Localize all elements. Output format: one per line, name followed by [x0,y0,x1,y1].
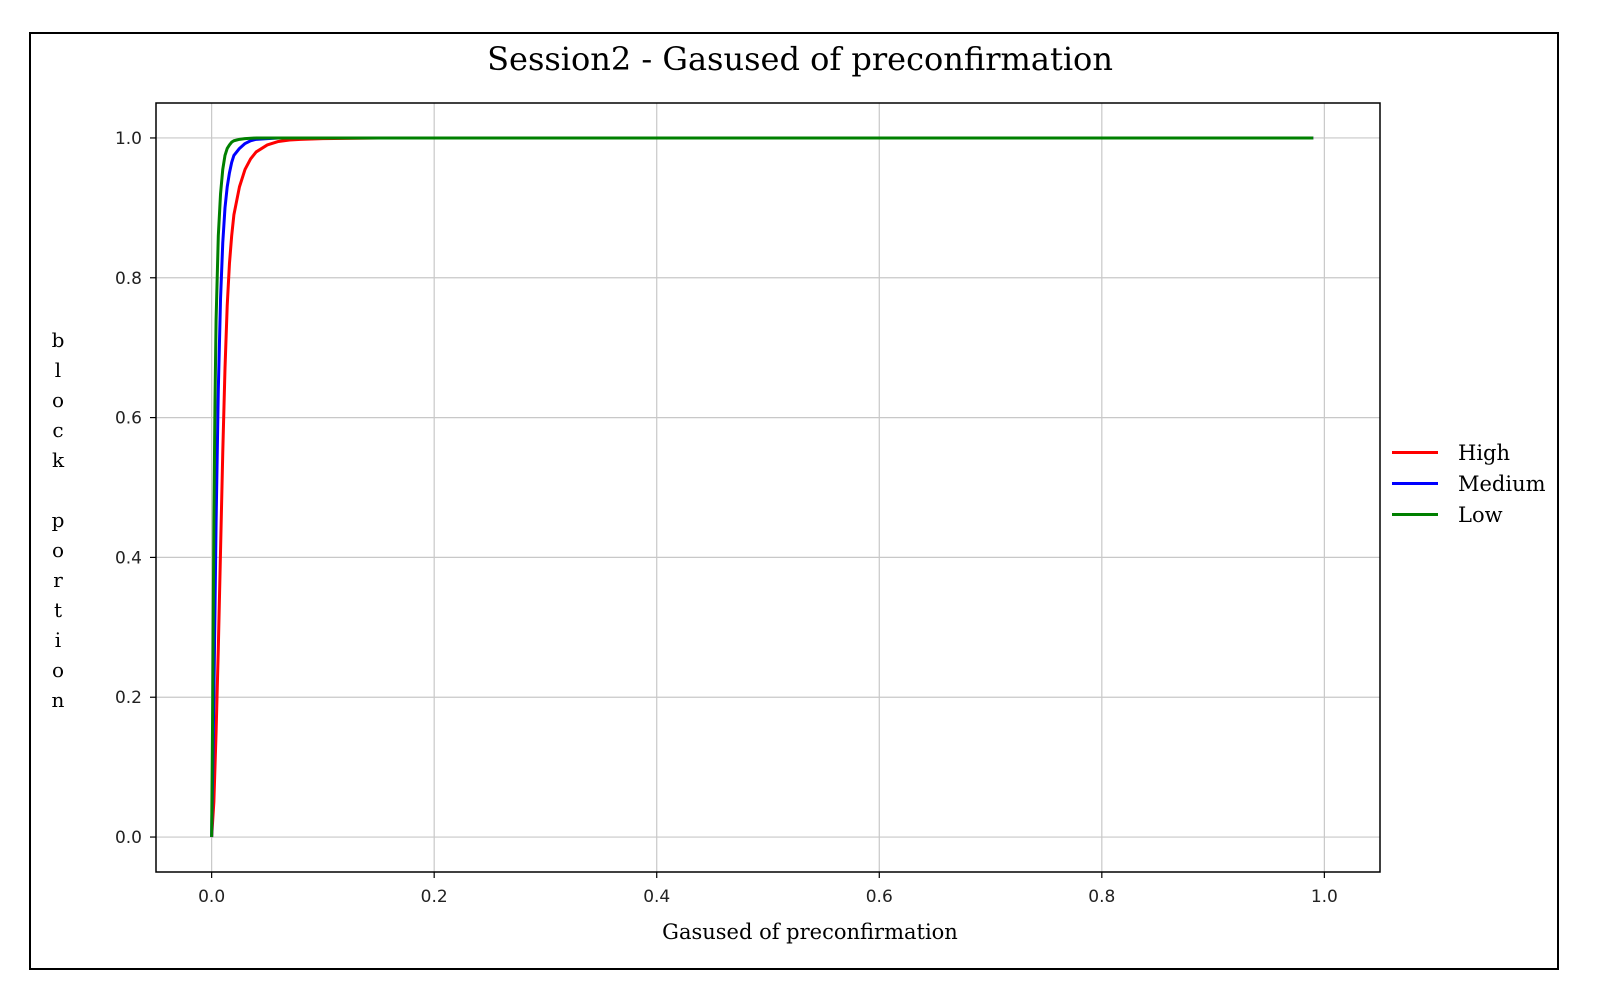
legend-label-medium: Medium [1458,471,1546,496]
y-tick-label: 1.0 [115,129,142,149]
x-tick-label: 0.6 [866,887,893,907]
legend-label-high: High [1458,440,1510,465]
plot-area [156,103,1380,872]
y-tick-label: 0.4 [115,548,142,568]
x-tick-label: 0.0 [198,887,225,907]
chart-title: Session2 - Gasused of preconfirmation [487,40,1113,78]
grid-lines [156,103,1380,872]
legend-swatch-medium [1392,482,1438,485]
y-tick-label: 0.2 [115,688,142,708]
series-line-low [210,136,1314,838]
plot-border [155,102,1381,873]
y-axis-label-char: r [53,568,63,592]
y-tick-label: 0.0 [115,828,142,848]
x-tick-label: 0.4 [643,887,670,907]
y-axis-label-char: p [51,508,65,532]
legend-swatch-low [1392,513,1438,516]
y-axis-label-char: b [51,328,65,352]
y-axis-label-char: i [54,628,62,652]
series-lines [210,136,1314,838]
y-tick-label: 0.6 [115,409,142,429]
x-tick-label: 0.2 [421,887,448,907]
x-axis-label: Gasused of preconfirmation [662,920,958,944]
y-axis-label-char: o [51,658,65,682]
legend-swatch-high [1392,451,1438,454]
axis-ticks: 0.0 0.2 0.4 0.6 0.8 1.0 0.0 0.2 0.4 0.6 0.8 1.0 [115,129,1338,907]
y-axis-label-char: t [53,598,63,622]
y-axis-label-char: o [51,388,65,412]
x-tick-label: 1.0 [1311,887,1338,907]
y-axis-label-char: n [51,688,65,712]
legend-label-low: Low [1458,502,1503,527]
y-axis-label-char: l [54,358,62,382]
legend-item-medium: Medium [1392,468,1546,499]
legend: High Medium Low [1392,437,1546,530]
y-tick-label: 0.8 [115,269,142,289]
x-tick-label: 0.8 [1088,887,1115,907]
legend-item-high: High [1392,437,1546,468]
y-axis-label-char: k [51,448,65,472]
y-axis-label-char: o [51,538,65,562]
y-axis-label-char: c [52,418,64,442]
legend-item-low: Low [1392,499,1546,530]
y-axis-label-char [48,475,68,505]
